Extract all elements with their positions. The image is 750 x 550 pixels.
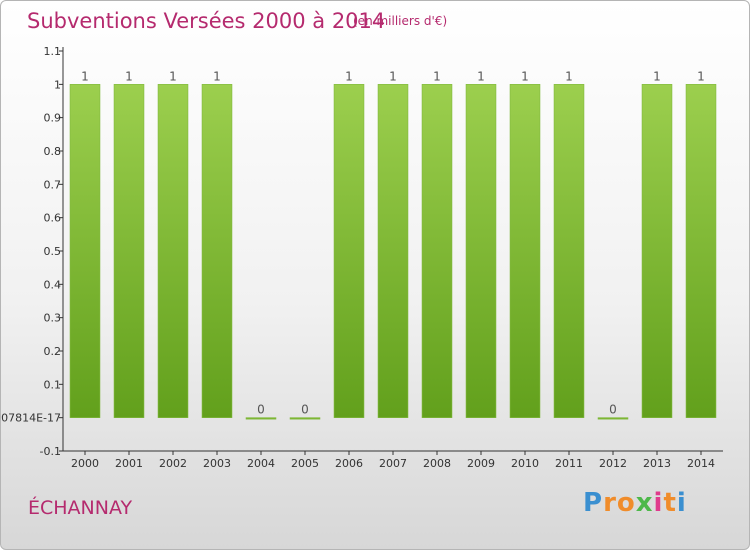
x-tick-label-2000: 2000 [71,457,99,470]
y-tick-label-11: 307814E-17 [1,412,61,425]
y-tick-label-12: -0.1 [40,445,61,458]
y-tick-label-10: 0.1 [44,378,62,391]
bar-2009 [465,84,497,418]
bar-2004 [245,417,277,420]
x-tick-label-2011: 2011 [555,457,583,470]
y-tick-label-3: 0.8 [44,145,62,158]
data-label-2004: 0 [257,403,265,417]
y-tick-label-6: 0.5 [44,245,62,258]
data-labels-layer: 1 1 1 1 0 0 1 1 1 1 1 1 0 1 1 [81,69,705,416]
logo-letter: P [583,488,604,518]
y-tick-label-0: 1.1 [44,45,62,58]
x-tick-label-2007: 2007 [379,457,407,470]
y-tick-label-8: 0.3 [44,312,62,325]
bar-2007 [377,84,409,418]
logo-letter: r [603,488,617,518]
logo-letter: i [676,488,687,518]
bar-2012 [597,417,629,420]
y-tick-label-9: 0.2 [44,345,62,358]
bar-2014 [685,84,717,418]
y-tick-label-1: 1 [54,78,61,91]
x-tick-label-2014: 2014 [687,457,715,470]
y-tick-label-7: 0.4 [44,278,62,291]
data-label-2003: 1 [213,69,221,83]
data-label-2000: 1 [81,69,89,83]
bar-2005 [289,417,321,420]
x-tick-label-2004: 2004 [247,457,275,470]
x-tick-label-2006: 2006 [335,457,363,470]
data-label-2005: 0 [301,403,309,417]
x-tick-label-2013: 2013 [643,457,671,470]
bar-2010 [509,84,541,418]
data-label-2010: 1 [521,69,529,83]
x-tick-label-2003: 2003 [203,457,231,470]
x-tick-label-2002: 2002 [159,457,187,470]
bar-2003 [201,84,233,418]
y-tick-label-4: 0.7 [44,178,62,191]
x-tick-label-2009: 2009 [467,457,495,470]
data-label-2012: 0 [609,403,617,417]
logo-letter: i [653,488,664,518]
x-tick-label-2001: 2001 [115,457,143,470]
data-label-2007: 1 [389,69,397,83]
data-label-2008: 1 [433,69,441,83]
data-label-2014: 1 [697,69,705,83]
data-label-2006: 1 [345,69,353,83]
y-tick-label-5: 0.6 [44,212,62,225]
location-label: ÉCHANNAY [28,497,133,519]
chart-subtitle: (en milliers d'€) [353,14,448,28]
y-tick-label-2: 0.9 [44,112,62,125]
x-tick-label-2008: 2008 [423,457,451,470]
data-label-2013: 1 [653,69,661,83]
bar-2006 [333,84,365,418]
bar-2000 [69,84,101,418]
x-tick-label-2012: 2012 [599,457,627,470]
bar-2011 [553,84,585,418]
bar-2013 [641,84,673,418]
data-label-2011: 1 [565,69,573,83]
bar-2002 [157,84,189,418]
data-label-2001: 1 [125,69,133,83]
bar-2001 [113,84,145,418]
logo-letter: x [635,488,654,518]
chart-title: Subventions Versées 2000 à 2014 [27,9,386,33]
data-label-2002: 1 [169,69,177,83]
logo-letter: t [663,488,677,518]
bar-2008 [421,84,453,418]
data-label-2009: 1 [477,69,485,83]
x-tick-label-2005: 2005 [291,457,319,470]
logo-letter: o [616,488,636,518]
axes-layer: 2000 2001 2002 2003 2004 2005 2006 2007 2008 2009… [1,45,723,470]
bars-layer [69,84,717,420]
proxiti-logo: Proxiti [583,488,687,518]
x-tick-label-2010: 2010 [511,457,539,470]
